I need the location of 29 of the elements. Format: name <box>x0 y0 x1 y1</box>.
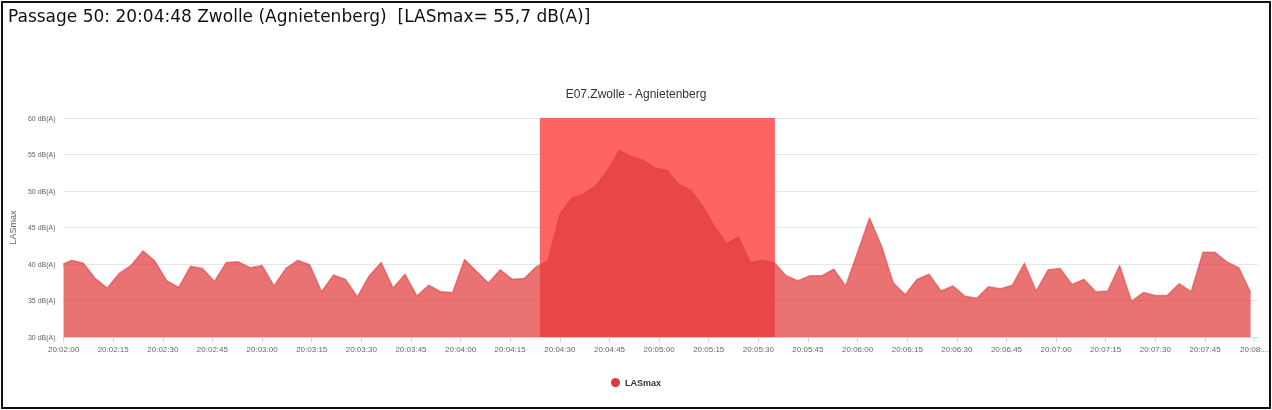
x-tick-label: 20:07:15 <box>1090 344 1122 354</box>
y-axis-title: LASmax <box>7 209 18 245</box>
x-tick-label: 20:05:15 <box>693 344 725 354</box>
x-tick-label: 20:04:30 <box>544 344 576 354</box>
chart-subtitle: E07.Zwolle - Agnietenberg <box>565 87 707 101</box>
x-tick-label: 20:06:00 <box>842 344 874 354</box>
x-tick-label: 20:02:15 <box>97 344 130 354</box>
x-tick-label: 20:02:00 <box>47 344 80 354</box>
x-tick-label: 20:07:30 <box>1139 344 1172 354</box>
x-tick-label: 20:04:45 <box>593 344 626 354</box>
x-tick-label: 20:07:00 <box>1040 344 1073 354</box>
x-tick-label: 20:03:30 <box>345 344 378 354</box>
x-tick-label: 20:03:45 <box>395 344 428 354</box>
x-tick-label: 20:05:45 <box>792 344 825 354</box>
x-tick-label: 20:03:00 <box>246 344 279 354</box>
x-tick-label: 20:04:15 <box>494 344 527 354</box>
x-tick-label: 20:03:15 <box>296 344 328 354</box>
x-tick-label: 20:07:45 <box>1189 344 1222 354</box>
x-tick-label: 20:05:00 <box>643 344 676 354</box>
legend-label: LASmax <box>624 377 662 388</box>
x-tick-label: 20:06:45 <box>990 344 1023 354</box>
chart-title: Passage 50: 20:04:48 Zwolle (Agnietenberg) [LASmax= 55,7 dB(A)] <box>8 6 591 26</box>
x-tick-label: 20:05:30 <box>742 344 775 354</box>
x-tick-label: 20:04:00 <box>445 344 477 354</box>
x-tick-label: 20:08:... <box>1240 344 1270 354</box>
x-tick-label: 20:02:45 <box>196 344 229 354</box>
x-tick-label: 20:02:30 <box>147 344 179 354</box>
x-tick-label: 20:06:15 <box>891 344 924 354</box>
x-tick-label: 20:06:30 <box>941 344 973 354</box>
